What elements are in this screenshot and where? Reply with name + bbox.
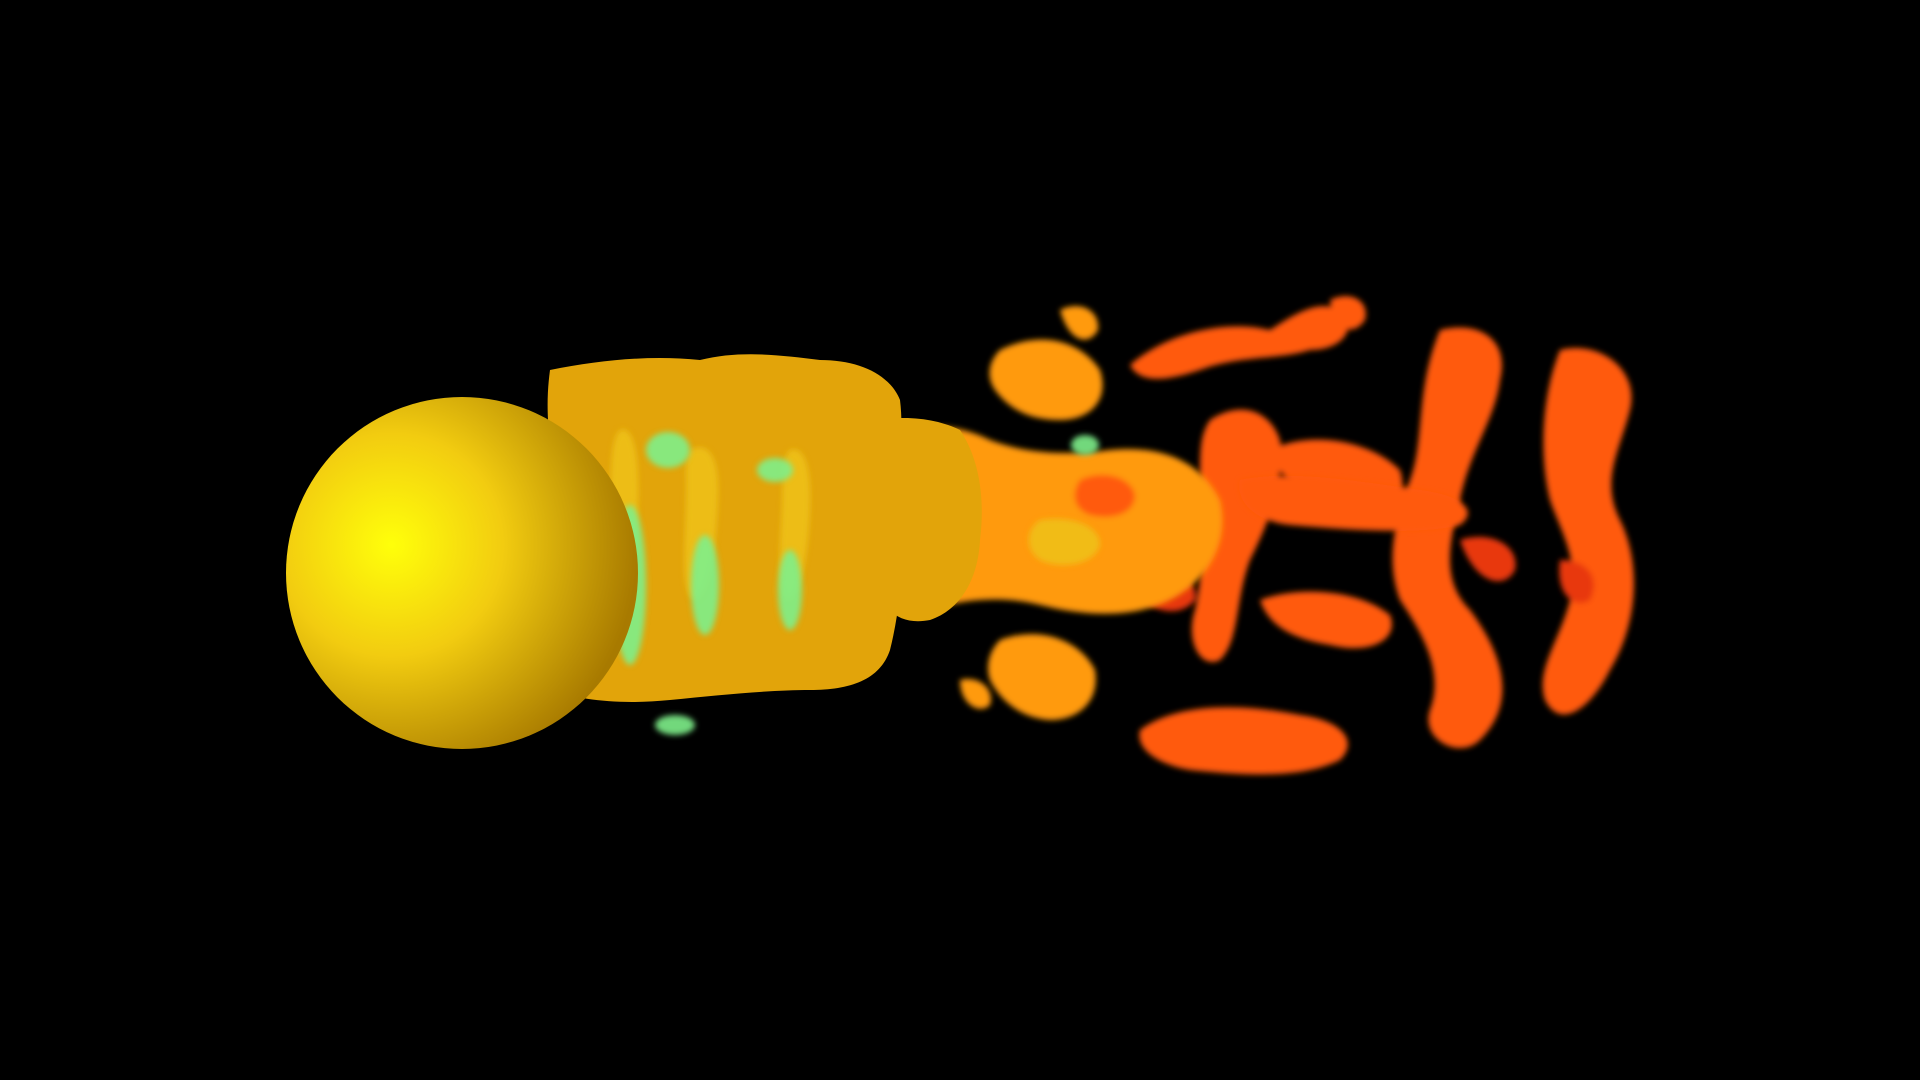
sphere-body xyxy=(286,397,638,749)
